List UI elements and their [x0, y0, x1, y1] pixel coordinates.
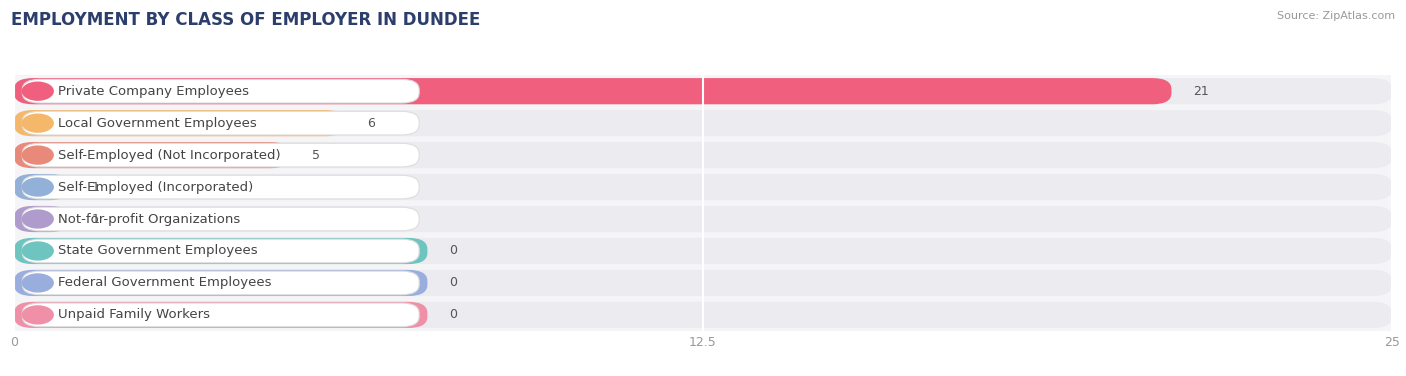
- FancyBboxPatch shape: [22, 303, 419, 327]
- Circle shape: [22, 242, 53, 260]
- FancyBboxPatch shape: [14, 238, 1392, 264]
- Circle shape: [22, 178, 53, 196]
- Circle shape: [22, 82, 53, 100]
- FancyBboxPatch shape: [14, 174, 1392, 200]
- Text: Federal Government Employees: Federal Government Employees: [58, 276, 271, 290]
- Text: Local Government Employees: Local Government Employees: [58, 117, 257, 130]
- FancyBboxPatch shape: [14, 174, 69, 200]
- FancyBboxPatch shape: [14, 302, 427, 328]
- FancyBboxPatch shape: [14, 270, 427, 296]
- FancyBboxPatch shape: [14, 238, 427, 264]
- FancyBboxPatch shape: [14, 78, 1171, 104]
- Circle shape: [22, 146, 53, 164]
- Circle shape: [22, 306, 53, 324]
- FancyBboxPatch shape: [14, 78, 1392, 104]
- FancyBboxPatch shape: [14, 142, 1392, 168]
- FancyBboxPatch shape: [22, 175, 419, 199]
- FancyBboxPatch shape: [22, 271, 419, 295]
- Text: 0: 0: [450, 244, 457, 258]
- FancyBboxPatch shape: [14, 206, 69, 232]
- Text: 6: 6: [367, 117, 374, 130]
- FancyBboxPatch shape: [14, 142, 290, 168]
- FancyBboxPatch shape: [14, 110, 1392, 136]
- Text: Unpaid Family Workers: Unpaid Family Workers: [58, 308, 209, 321]
- FancyBboxPatch shape: [14, 206, 1392, 232]
- Circle shape: [22, 210, 53, 228]
- FancyBboxPatch shape: [22, 79, 419, 103]
- Text: 0: 0: [450, 308, 457, 321]
- Text: Source: ZipAtlas.com: Source: ZipAtlas.com: [1277, 11, 1395, 21]
- Circle shape: [22, 274, 53, 292]
- FancyBboxPatch shape: [14, 270, 1392, 296]
- Circle shape: [22, 114, 53, 132]
- FancyBboxPatch shape: [22, 207, 419, 231]
- FancyBboxPatch shape: [14, 302, 1392, 328]
- Text: 1: 1: [91, 212, 98, 226]
- Text: State Government Employees: State Government Employees: [58, 244, 257, 258]
- Text: Self-Employed (Not Incorporated): Self-Employed (Not Incorporated): [58, 149, 281, 162]
- Text: Self-Employed (Incorporated): Self-Employed (Incorporated): [58, 180, 253, 194]
- Text: 5: 5: [312, 149, 319, 162]
- Text: Private Company Employees: Private Company Employees: [58, 85, 249, 98]
- FancyBboxPatch shape: [22, 143, 419, 167]
- Text: 21: 21: [1194, 85, 1209, 98]
- Text: 0: 0: [450, 276, 457, 290]
- Text: EMPLOYMENT BY CLASS OF EMPLOYER IN DUNDEE: EMPLOYMENT BY CLASS OF EMPLOYER IN DUNDE…: [11, 11, 481, 29]
- Text: Not-for-profit Organizations: Not-for-profit Organizations: [58, 212, 240, 226]
- Text: 1: 1: [91, 180, 98, 194]
- FancyBboxPatch shape: [22, 239, 419, 263]
- FancyBboxPatch shape: [22, 111, 419, 135]
- FancyBboxPatch shape: [14, 110, 344, 136]
